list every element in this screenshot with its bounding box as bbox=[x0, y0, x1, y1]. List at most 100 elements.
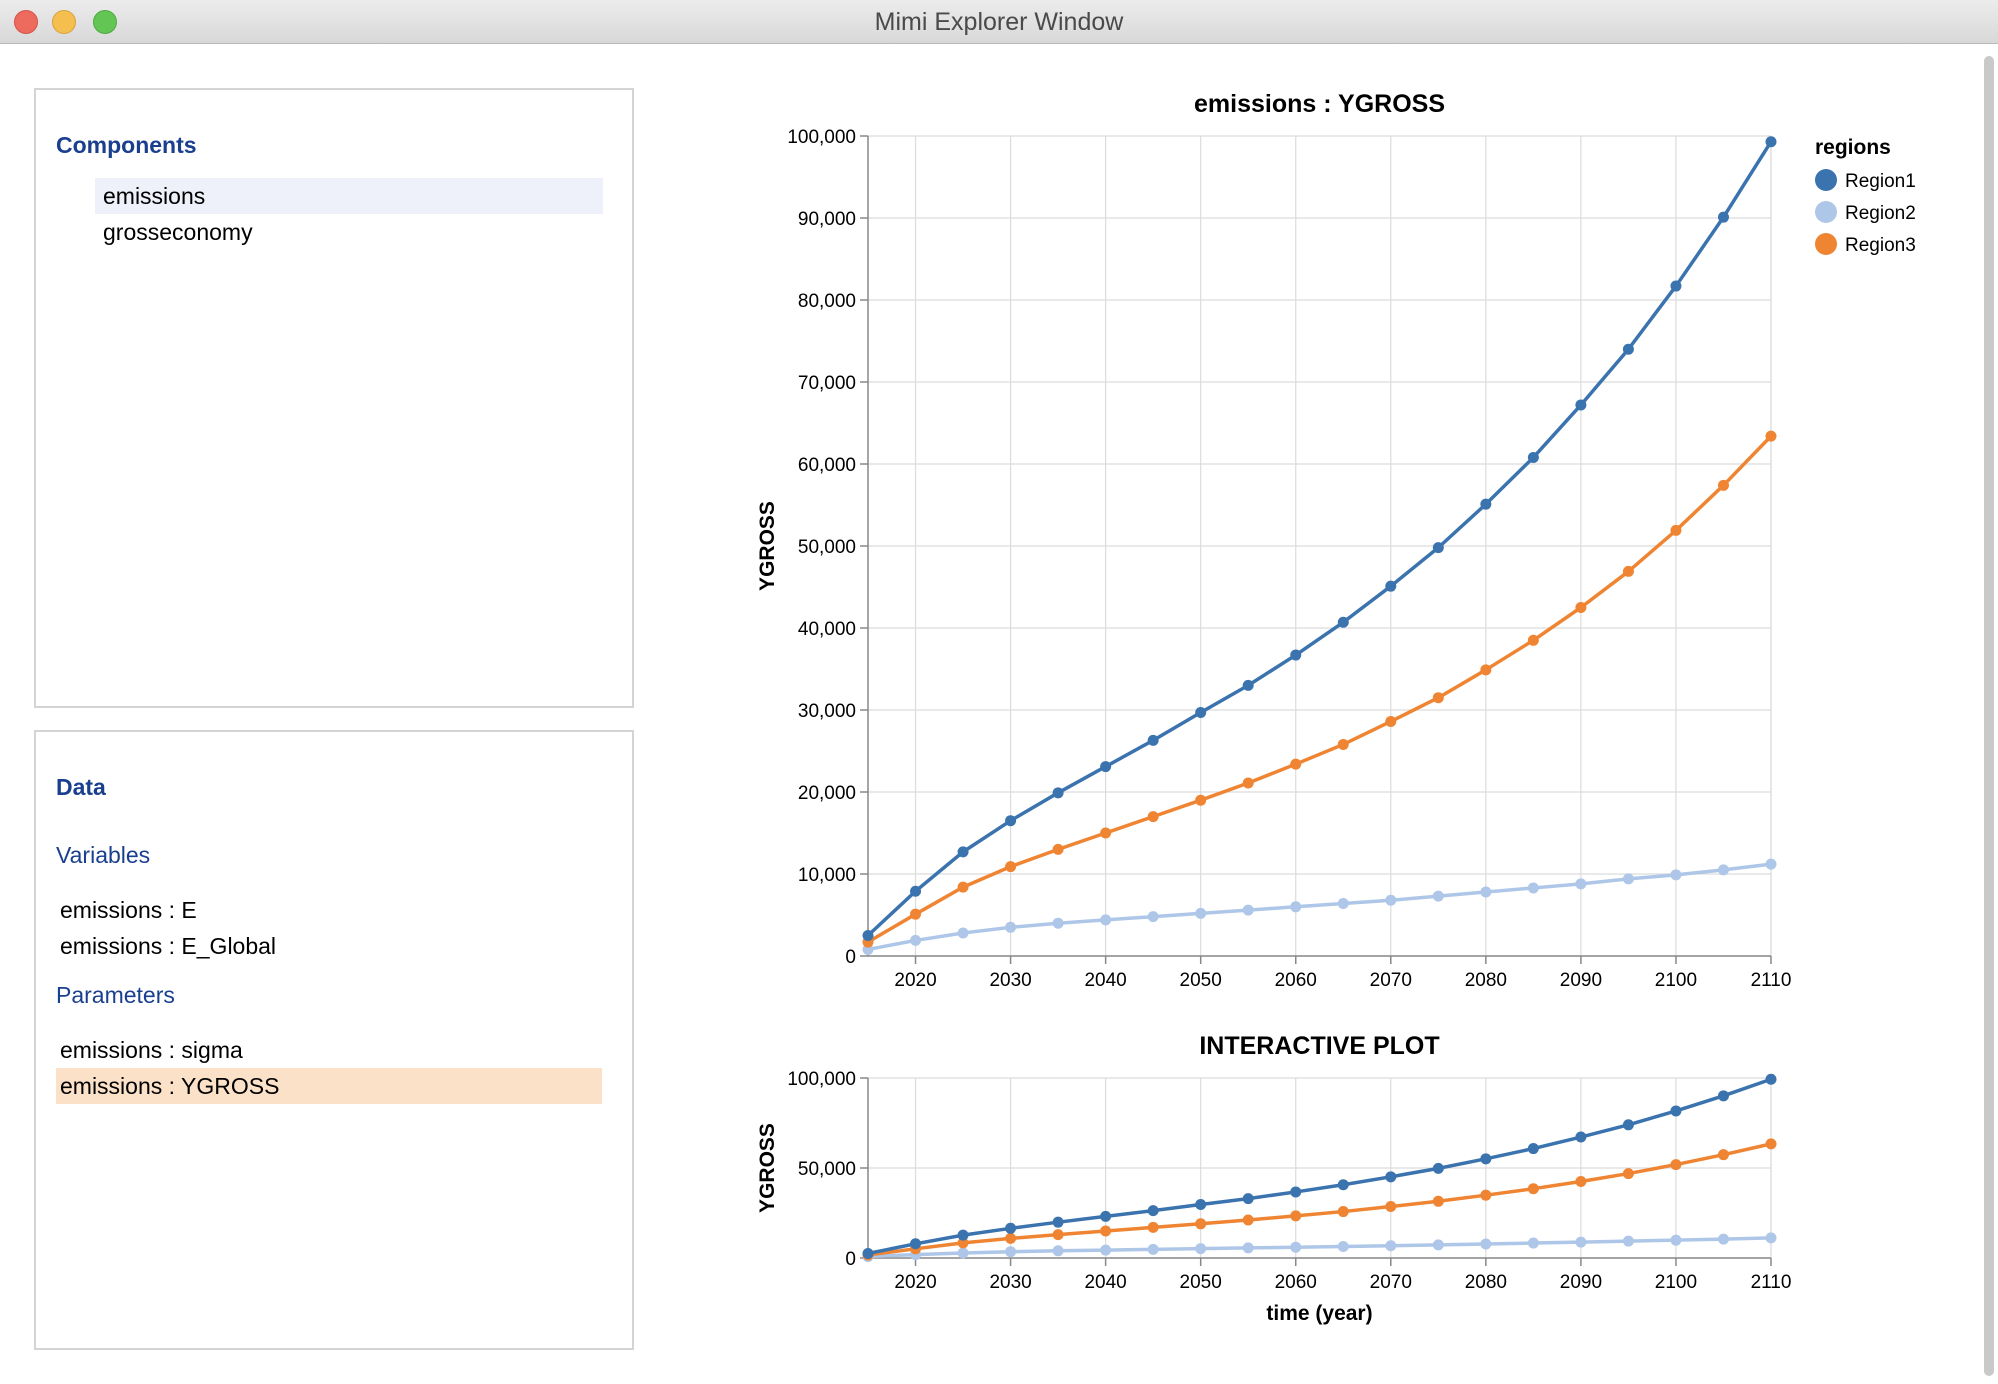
data-point-region3 bbox=[1005, 1232, 1017, 1244]
data-point-region1 bbox=[1717, 211, 1729, 223]
data-point-region3 bbox=[1480, 1189, 1492, 1201]
data-point-region2 bbox=[1575, 1236, 1587, 1248]
series-line-region3 bbox=[867, 1142, 1772, 1257]
data-point-region3 bbox=[910, 908, 922, 920]
data-heading: Data bbox=[56, 774, 106, 800]
data-point-region1 bbox=[910, 885, 922, 897]
data-point-region2 bbox=[1195, 907, 1207, 919]
x-tick-label: 2070 bbox=[1370, 970, 1412, 991]
close-window-button[interactable] bbox=[14, 10, 38, 34]
data-point-region3 bbox=[1385, 1201, 1397, 1213]
x-tick-label: 2080 bbox=[1465, 1272, 1507, 1293]
data-point-region2 bbox=[1385, 1240, 1397, 1252]
x-tick-label: 2100 bbox=[1655, 970, 1697, 991]
data-point-region3 bbox=[1575, 1176, 1587, 1187]
data-point-region2 bbox=[1195, 1243, 1207, 1255]
series-line-region1 bbox=[866, 140, 1773, 937]
x-tick-label: 2090 bbox=[1560, 970, 1602, 991]
y-tick-label: 80,000 bbox=[798, 291, 856, 312]
data-point-region1 bbox=[1385, 580, 1397, 592]
data-point-region1 bbox=[1622, 343, 1634, 355]
data-point-region3 bbox=[1290, 1210, 1302, 1222]
data-point-region1 bbox=[1670, 280, 1682, 292]
data-point-region2 bbox=[1622, 873, 1634, 885]
data-point-region2 bbox=[1337, 1240, 1349, 1252]
chart-title: emissions : YGROSS bbox=[1194, 90, 1445, 118]
data-point-region3 bbox=[1195, 794, 1207, 806]
y-tick-label: 40,000 bbox=[798, 619, 856, 640]
data-point-region1 bbox=[1670, 1105, 1682, 1117]
data-point-region3 bbox=[1100, 1225, 1112, 1237]
x-tick-label: 2070 bbox=[1370, 1272, 1412, 1293]
legend-swatch-region3 bbox=[1815, 233, 1837, 255]
data-point-region1 bbox=[1480, 498, 1492, 510]
data-point-region1 bbox=[1765, 1073, 1777, 1085]
y-tick-label: 60,000 bbox=[798, 455, 856, 476]
components-panel: Components emissions grosseconomy bbox=[34, 88, 634, 708]
data-point-region2 bbox=[957, 1247, 969, 1259]
data-point-region2 bbox=[1005, 921, 1017, 933]
parameters-heading: Parameters bbox=[56, 982, 175, 1008]
data-point-region3 bbox=[1575, 602, 1587, 613]
data-point-region1 bbox=[1575, 399, 1587, 411]
zoom-window-button[interactable] bbox=[93, 10, 117, 34]
data-point-region3 bbox=[1242, 777, 1254, 789]
data-point-region3 bbox=[1622, 565, 1634, 577]
x-tick-label: 2100 bbox=[1655, 1272, 1697, 1293]
parameter-item-ygross[interactable]: emissions : YGROSS bbox=[56, 1068, 602, 1104]
data-point-region2 bbox=[1765, 1232, 1777, 1244]
regions-legend: regions Region1 Region2 Region3 bbox=[1815, 136, 1916, 256]
data-point-region3 bbox=[1432, 692, 1444, 704]
component-item-grosseconomy[interactable]: grosseconomy bbox=[103, 219, 253, 245]
data-point-region3 bbox=[1195, 1218, 1207, 1230]
y-tick-label: 100,000 bbox=[787, 127, 856, 148]
data-point-region2 bbox=[1290, 1241, 1302, 1253]
minimize-window-button[interactable] bbox=[52, 10, 76, 34]
data-point-region2 bbox=[1480, 1238, 1492, 1250]
data-point-region1 bbox=[957, 846, 969, 858]
data-point-region3 bbox=[1765, 1138, 1777, 1150]
component-item-emissions[interactable]: emissions bbox=[95, 178, 603, 214]
data-point-region1 bbox=[957, 1229, 969, 1241]
series-line-region3 bbox=[867, 434, 1773, 944]
variable-item-e-global[interactable]: emissions : E_Global bbox=[60, 933, 277, 959]
legend-label-region2: Region2 bbox=[1845, 203, 1916, 224]
data-point-region1 bbox=[1242, 679, 1254, 691]
x-tick-label: 2030 bbox=[989, 970, 1031, 991]
data-point-region2 bbox=[1242, 1242, 1254, 1254]
data-point-region1 bbox=[1765, 136, 1777, 148]
data-point-region2 bbox=[957, 927, 969, 939]
data-point-region2 bbox=[1100, 1244, 1112, 1256]
data-point-region1 bbox=[1147, 734, 1159, 746]
data-point-region2 bbox=[1242, 904, 1254, 916]
data-point-region1 bbox=[862, 930, 874, 941]
series-line-region2 bbox=[867, 1236, 1772, 1259]
x-tick-label: 2030 bbox=[989, 1272, 1031, 1293]
x-tick-label: 2020 bbox=[894, 970, 936, 991]
data-point-region3 bbox=[1147, 1221, 1159, 1233]
data-point-region3 bbox=[1337, 738, 1349, 750]
data-point-region2 bbox=[1005, 1246, 1017, 1258]
y-tick-label: 70,000 bbox=[798, 373, 856, 394]
x-tick-label: 2040 bbox=[1084, 970, 1126, 991]
data-point-region2 bbox=[1432, 890, 1444, 902]
data-point-region1 bbox=[1052, 1216, 1064, 1228]
data-point-region2 bbox=[1670, 869, 1682, 881]
data-point-region3 bbox=[1717, 479, 1729, 491]
data-point-region1 bbox=[1337, 1179, 1349, 1191]
window-titlebar: Mimi Explorer Window bbox=[0, 0, 1998, 44]
data-point-region3 bbox=[957, 1237, 969, 1249]
data-point-region1 bbox=[1195, 706, 1207, 718]
series-line-region2 bbox=[867, 862, 1772, 952]
legend-swatch-region2 bbox=[1815, 201, 1837, 223]
data-point-region3 bbox=[1717, 1149, 1729, 1161]
vertical-scrollbar[interactable] bbox=[1984, 56, 1994, 1376]
variable-item-e[interactable]: emissions : E bbox=[60, 897, 197, 923]
data-point-region1 bbox=[1527, 1143, 1539, 1155]
window-title: Mimi Explorer Window bbox=[874, 8, 1124, 36]
data-point-region1 bbox=[1480, 1153, 1492, 1165]
y-tick-label: 0 bbox=[845, 947, 856, 968]
interactive-plot-chart[interactable]: 2020 2030 2040 2050 2060 2070 2080 2090 2100 2110… bbox=[756, 1032, 1791, 1325]
parameter-item-sigma[interactable]: emissions : sigma bbox=[60, 1037, 243, 1063]
data-point-region3 bbox=[1670, 524, 1682, 536]
